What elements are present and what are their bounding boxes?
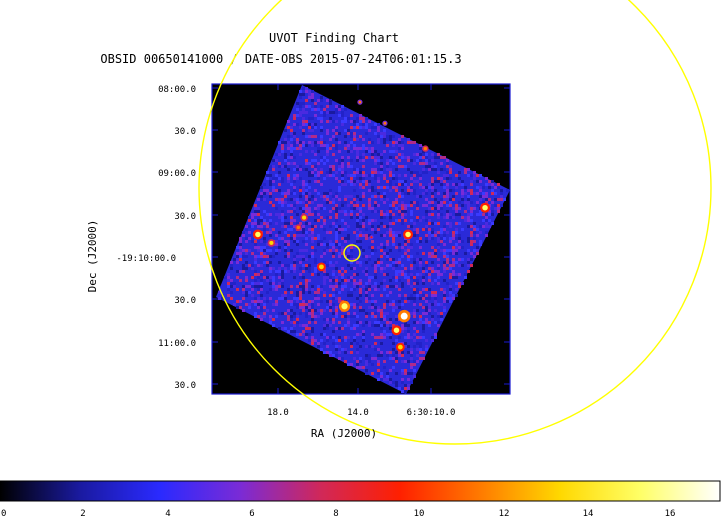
colorbar-tick-label: 14 bbox=[583, 509, 594, 519]
source-point bbox=[397, 344, 403, 350]
y-tick-label: 30.0 bbox=[174, 212, 196, 222]
frame-ticks bbox=[212, 84, 510, 394]
y-tick-label: 30.0 bbox=[174, 381, 196, 391]
chart-title: UVOT Finding Chart bbox=[269, 31, 399, 45]
colorbar-tick-label: 16 bbox=[665, 509, 676, 519]
y-tick-label: 08:00.0 bbox=[158, 85, 196, 95]
source-point bbox=[319, 264, 324, 270]
x-tick-label: 14.0 bbox=[347, 408, 369, 418]
x-tick-label: 18.0 bbox=[267, 408, 289, 418]
y-tick-label: 09:00.0 bbox=[158, 169, 196, 179]
y-tick-label: 30.0 bbox=[174, 127, 196, 137]
colorbar-tick-label: 6 bbox=[249, 509, 254, 519]
x-tick-label: 6:30:10.0 bbox=[407, 408, 456, 418]
source-point bbox=[370, 236, 373, 239]
y-tick-label: -19:10:00.0 bbox=[116, 254, 176, 264]
source-point bbox=[269, 240, 274, 245]
chart-subtitle: OBSID 00650141000 / DATE-OBS 2015-07-24T… bbox=[100, 52, 461, 66]
colorbar-tick-label: 8 bbox=[333, 509, 338, 519]
source-point bbox=[423, 146, 428, 151]
source-point bbox=[302, 215, 307, 220]
colorbar-tick-label: 0 bbox=[1, 509, 6, 519]
colorbar bbox=[0, 480, 721, 502]
x-axis-label: RA (J2000) bbox=[311, 427, 377, 440]
source-point bbox=[383, 121, 387, 125]
target-position-circle bbox=[343, 244, 361, 262]
colorbar-tick-label: 2 bbox=[80, 509, 85, 519]
colorbar-tick-label: 12 bbox=[499, 509, 510, 519]
uvot-field-circle bbox=[198, 0, 712, 445]
y-tick-label: 11:00.0 bbox=[158, 339, 196, 349]
source-point bbox=[400, 312, 408, 320]
colorbar-tick-labels: 0 2 4 6 8 10 12 14 16 bbox=[1, 509, 675, 519]
source-point bbox=[358, 100, 362, 104]
sky-image bbox=[216, 85, 510, 394]
source-point bbox=[255, 231, 261, 238]
source-point bbox=[405, 231, 411, 238]
source-point bbox=[341, 303, 348, 310]
source-point bbox=[296, 225, 301, 230]
x-tick-labels: 18.0 14.0 6:30:10.0 bbox=[267, 408, 455, 418]
y-axis-label: Dec (J2000) bbox=[86, 220, 99, 293]
colorbar-tick-label: 10 bbox=[414, 509, 425, 519]
colorbar-tick-label: 4 bbox=[165, 509, 170, 519]
plot-frame bbox=[211, 83, 511, 395]
y-tick-labels: 08:00.0 30.0 09:00.0 30.0 -19:10:00.0 30… bbox=[116, 85, 196, 391]
y-tick-label: 30.0 bbox=[174, 296, 196, 306]
source-point bbox=[393, 327, 400, 333]
source-point bbox=[482, 204, 488, 211]
